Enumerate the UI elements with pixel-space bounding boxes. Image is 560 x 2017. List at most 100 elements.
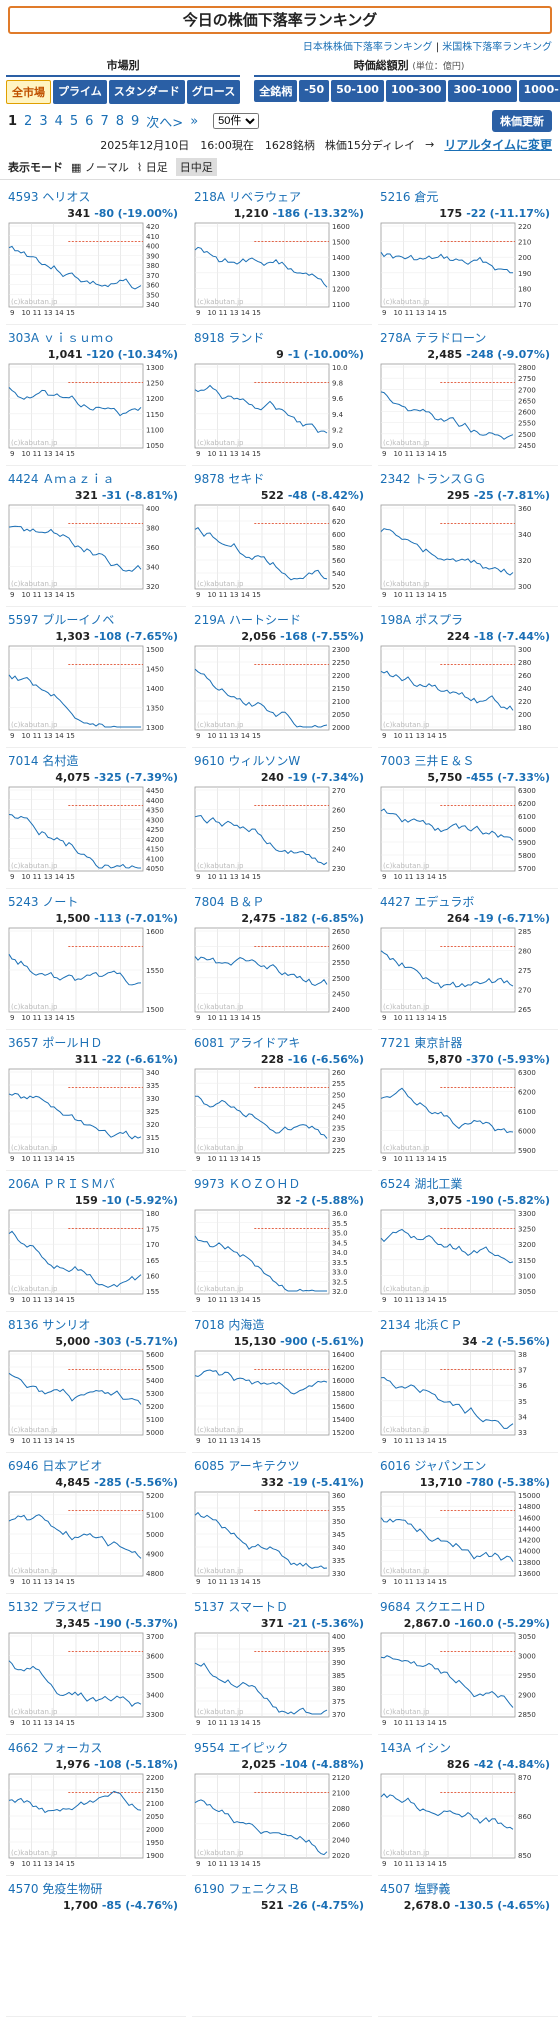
stock-card[interactable]: 6081 アライドアキ 228 -16 (-6.56%) 260 255 250 245 24… xyxy=(192,1030,372,1171)
stock-code[interactable]: 5597 xyxy=(8,613,39,627)
stock-card[interactable]: 6190 フェニクスＢ 521 -26 (-4.75%) xyxy=(192,1876,372,2017)
intraday-chart[interactable]: 2120 2100 2080 2060 2040 2020 (c)kabutan.jp 9 1… xyxy=(194,1773,362,1869)
intraday-chart[interactable]: 2800 2750 2700 2650 2600 2550 2500 2450 (c)kabut… xyxy=(380,363,548,459)
stock-name[interactable]: フェニクスＢ xyxy=(228,1882,301,1896)
stock-name[interactable]: イシン xyxy=(414,1741,451,1755)
stock-card[interactable]: 7721 東京計器 5,870 -370 (-5.93%) 6300 6200 6100 6… xyxy=(378,1030,558,1171)
page-4-link[interactable]: 4 xyxy=(54,113,63,129)
stock-card[interactable]: 4424 Ａｍａｚｉａ 321 -31 (-8.81%) 400 380 360 340 32… xyxy=(6,466,186,607)
stock-name[interactable]: リベラウェア xyxy=(228,190,301,204)
stock-card[interactable]: 6946 日本アビオ 4,845 -285 (-5.56%) 5200 5100 5000… xyxy=(6,1453,186,1594)
intraday-chart[interactable]: 6300 6200 6100 6000 5900 (c)kabutan.jp 9 10 11… xyxy=(380,1068,548,1164)
stock-code[interactable]: 5243 xyxy=(8,895,39,909)
stock-code[interactable]: 7003 xyxy=(380,754,411,768)
stock-code[interactable]: 303A xyxy=(8,331,40,345)
stock-name[interactable]: Ａｍａｚｉａ xyxy=(42,472,115,486)
stock-card[interactable]: 143A イシン 826 -42 (-4.84%) 870 860 850 (c)kabut… xyxy=(378,1735,558,1876)
stock-card[interactable]: 8918 ランド 9 -1 (-10.00%) 10.0 9.8 9.6 9.4 9.2 9.0… xyxy=(192,325,372,466)
page-2-link[interactable]: 2 xyxy=(24,113,33,129)
stock-name[interactable]: 三井Ｅ＆Ｓ xyxy=(414,754,475,768)
stock-code[interactable]: 218A xyxy=(194,190,226,204)
stock-code[interactable]: 8918 xyxy=(194,331,225,345)
stock-card[interactable]: 5243 ノート 1,500 -113 (-7.01%) 1600 1550 1500 (c… xyxy=(6,889,186,1030)
intraday-chart[interactable]: 10.0 9.8 9.6 9.4 9.2 9.0 (c)kabutan.jp 9 10 11 … xyxy=(194,363,362,459)
daily-mode-button[interactable]: ⌇ 日足 xyxy=(136,161,168,174)
stock-code[interactable]: 4593 xyxy=(8,190,39,204)
per-page-select[interactable]: 50件 xyxy=(213,113,260,129)
intraday-chart[interactable]: 220 210 200 190 180 170 (c)kabutan.jp 9 10 11 1… xyxy=(380,222,548,318)
normal-mode-button[interactable]: ▦ ノーマル xyxy=(71,161,129,174)
stock-name[interactable]: アライドアキ xyxy=(228,1036,301,1050)
stock-code[interactable]: 4427 xyxy=(380,895,411,909)
intraday-chart[interactable]: 260 255 250 245 240 235 230 225 (c)kabutan.jp 9 1… xyxy=(194,1068,362,1164)
intraday-chart[interactable]: 180 175 170 165 160 155 (c)kabutan.jp 9 10 11 1… xyxy=(8,1209,176,1305)
page-7-link[interactable]: 7 xyxy=(100,113,109,129)
stock-name[interactable]: セキド xyxy=(228,472,265,486)
stock-code[interactable]: 4507 xyxy=(380,1882,411,1896)
stock-code[interactable]: 3657 xyxy=(8,1036,39,1050)
intraday-chart[interactable]: 420410400390380370360350340(c)kabutan.jp… xyxy=(8,222,176,318)
stock-card[interactable]: 7804 Ｂ＆Ｐ 2,475 -182 (-6.85%) 2650 2600 2550 25… xyxy=(192,889,372,1030)
stock-name[interactable]: Ｂ＆Ｐ xyxy=(228,895,265,909)
stock-card[interactable]: 7014 名村造 4,075 -325 (-7.39%) 4450 4400 4350 43… xyxy=(6,748,186,889)
market-prime-button[interactable]: プライム xyxy=(53,80,107,104)
intraday-chart[interactable]: 360 340 320 300 (c)kabutan.jp 9 10 11 13 14 1… xyxy=(380,504,548,600)
stock-card[interactable]: 303A ｖｉｓｕｍｏ 1,041 -120 (-10.34%) 1300 1250 12… xyxy=(6,325,186,466)
page-9-link[interactable]: 9 xyxy=(131,113,140,129)
stock-name[interactable]: サンリオ xyxy=(42,1318,91,1332)
stock-card[interactable]: 4662 フォーカス 1,976 -108 (-5.18%) 2200 2150 2100… xyxy=(6,1735,186,1876)
stock-code[interactable]: 143A xyxy=(380,1741,412,1755)
intraday-chart[interactable]: 300 280 260 240 220 200 180 (c)kabutan.jp 9 10 1… xyxy=(380,645,548,741)
jp-ranking-link[interactable]: 日本株株価下落率ランキング xyxy=(302,42,433,53)
intraday-chart[interactable]: 1300 1250 1200 1150 1100 1050 (c)kabutan.jp 9 1… xyxy=(8,363,176,459)
stock-code[interactable]: 6946 xyxy=(8,1459,39,1473)
intraday-chart[interactable]: 36.0 35.5 35.034.5 34.0 33.5 33.032.5 32.0 (c)k… xyxy=(194,1209,362,1305)
stock-card[interactable]: 219A ハートシード 2,056 -168 (-7.55%) 2300 2250 220… xyxy=(192,607,372,748)
stock-code[interactable]: 2342 xyxy=(380,472,411,486)
stock-card[interactable]: 8136 サンリオ 5,000 -303 (-5.71%) 5600 5500 5400 5… xyxy=(6,1312,186,1453)
stock-code[interactable]: 198A xyxy=(380,613,412,627)
stock-name[interactable]: 免疫生物研 xyxy=(42,1882,103,1896)
market-standard-button[interactable]: スタンダード xyxy=(108,80,185,104)
stock-code[interactable]: 4424 xyxy=(8,472,39,486)
intraday-chart[interactable]: 6300 6200 6100 6000 5900 5800 5700 (c)kabutan.j… xyxy=(380,786,548,882)
stock-code[interactable]: 7018 xyxy=(194,1318,225,1332)
stock-name[interactable]: ランド xyxy=(228,331,265,345)
stock-name[interactable]: 内海造 xyxy=(228,1318,265,1332)
stock-code[interactable]: 7014 xyxy=(8,754,39,768)
stock-card[interactable]: 4507 塩野義 2,678.0 -130.5 (-4.65%) xyxy=(378,1876,558,2017)
intraday-chart[interactable]: 285 280 275 270 265 (c)kabutan.jp 9 10 11 13 1… xyxy=(380,927,548,1023)
stock-code[interactable]: 4662 xyxy=(8,1741,39,1755)
stock-card[interactable]: 278A テラドローン 2,485 -248 (-9.07%) 2800 2750 270… xyxy=(378,325,558,466)
cap-over1000-button[interactable]: 1000- xyxy=(518,80,560,102)
stock-card[interactable]: 218A リベラウェア 1,210 -186 (-13.32%) 1600 1500 14… xyxy=(192,184,372,325)
intraday-chart[interactable]: 3050 3000 2950 2900 2850 (c)kabutan.jp 9 10 11… xyxy=(380,1632,548,1728)
stock-card[interactable]: 9684 スクエニＨＤ 2,867.0 -160.0 (-5.29%) 3050 300… xyxy=(378,1594,558,1735)
stock-code[interactable]: 6524 xyxy=(380,1177,411,1191)
intraday-chart[interactable]: 5600 5500 5400 5300 5200 5100 5000 (c)kabutan.j… xyxy=(8,1350,176,1446)
intraday-chart[interactable]: 1600 1550 1500 (c)kabutan.jp 9 10 11 13 14 1… xyxy=(8,927,176,1023)
page-5-link[interactable]: 5 xyxy=(69,113,79,129)
intraday-chart[interactable]: 445044004350430042504200415041004050(c)k… xyxy=(8,786,176,882)
intraday-chart[interactable]: 2300 2250 2200 2150 2100 2050 2000 (c)kabutan.j… xyxy=(194,645,362,741)
stock-card[interactable]: 7003 三井Ｅ＆Ｓ 5,750 -455 (-7.33%) 6300 6200 6100… xyxy=(378,748,558,889)
market-all-button[interactable]: 全市場 xyxy=(6,80,51,104)
last-page-link[interactable]: » xyxy=(190,113,199,129)
intraday-chart[interactable]: 400 380 360 340 320 (c)kabutan.jp 9 10 11 13 1… xyxy=(8,504,176,600)
stock-name[interactable]: プラスゼロ xyxy=(42,1600,103,1614)
stock-name[interactable]: ポスプラ xyxy=(414,613,463,627)
intraday-chart[interactable]: 16400 16200 16000 15800 15600 15400 15200 (c)ka… xyxy=(194,1350,362,1446)
intraday-chart[interactable]: 3300 3250 3200 3150 3100 3050 (c)kabutan.jp 9 1… xyxy=(380,1209,548,1305)
stock-card[interactable]: 4570 免疫生物研 1,700 -85 (-4.76%) xyxy=(6,1876,186,2017)
stock-name[interactable]: 湖北工業 xyxy=(414,1177,463,1191)
stock-name[interactable]: 日本アビオ xyxy=(42,1459,103,1473)
stock-card[interactable]: 7018 内海造 15,130 -900 (-5.61%) 16400 16200 160… xyxy=(192,1312,372,1453)
stock-card[interactable]: 5597 ブルーイノベ 1,303 -108 (-7.65%) 1500 1450 140… xyxy=(6,607,186,748)
stock-code[interactable]: 219A xyxy=(194,613,226,627)
stock-name[interactable]: エイピック xyxy=(228,1741,289,1755)
intraday-chart[interactable]: 38 37 36 35 34 33 (c)kabutan.jp 9 10 11 13 14 1… xyxy=(380,1350,548,1446)
stock-card[interactable]: 6524 湖北工業 3,075 -190 (-5.82%) 3300 3250 3200 3… xyxy=(378,1171,558,1312)
intraday-chart[interactable]: 360 355 350 345 340 335 330 (c)kabutan.jp 9 10 1… xyxy=(194,1491,362,1587)
stock-code[interactable]: 7721 xyxy=(380,1036,411,1050)
stock-name[interactable]: トランスＧＧ xyxy=(414,472,487,486)
